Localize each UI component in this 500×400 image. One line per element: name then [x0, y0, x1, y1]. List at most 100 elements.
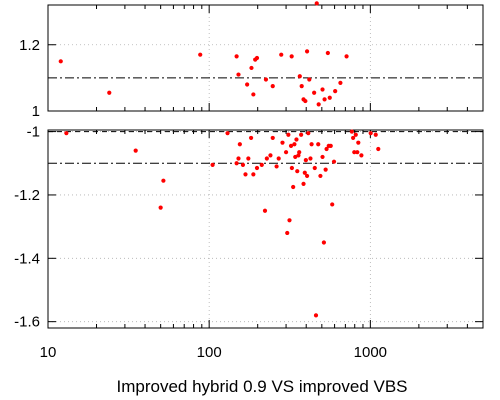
grid-layer — [47, 5, 483, 328]
data-point — [58, 59, 63, 64]
data-point — [251, 92, 256, 97]
data-point — [254, 165, 260, 171]
y-tick-label: -1.4 — [14, 250, 40, 267]
data-point — [289, 165, 294, 171]
data-point — [323, 167, 328, 172]
x-tick-label: 100 — [197, 344, 222, 361]
plot-frame — [47, 129, 484, 329]
data-point — [294, 137, 299, 142]
data-point — [304, 173, 310, 179]
data-point — [291, 184, 296, 190]
y-tick-label: -1.2 — [14, 187, 40, 204]
data-point — [270, 135, 275, 141]
data-point — [263, 77, 269, 82]
data-point — [303, 157, 308, 163]
data-point — [321, 240, 326, 245]
data-point — [292, 142, 297, 147]
y-tick-label: -1 — [27, 124, 40, 141]
y-tick-label: 1.2 — [19, 37, 40, 54]
data-point — [225, 131, 230, 136]
data-point — [312, 165, 317, 171]
data-point — [107, 90, 112, 95]
plot-frames — [47, 4, 484, 329]
data-point — [322, 97, 327, 102]
data-point — [325, 50, 330, 56]
data-point — [296, 153, 301, 158]
data-point — [299, 132, 304, 137]
data-point — [306, 131, 311, 136]
y-tick-label: -1.6 — [14, 314, 40, 331]
data-point — [344, 54, 349, 59]
data-point — [240, 162, 246, 167]
data-point — [246, 156, 251, 161]
data-point — [299, 84, 304, 89]
data-point — [331, 159, 337, 164]
data-point — [286, 132, 291, 137]
data-point — [158, 205, 163, 210]
data-point — [285, 230, 290, 236]
data-point — [302, 170, 307, 175]
data-point — [352, 150, 357, 155]
data-point — [304, 49, 310, 54]
data-point — [280, 140, 285, 145]
data-point — [293, 154, 298, 160]
data-point — [251, 172, 256, 177]
data-point — [349, 129, 354, 134]
data-point — [236, 72, 241, 77]
data-point — [353, 132, 358, 137]
data-point — [356, 140, 361, 145]
data-point — [351, 135, 356, 141]
data-point — [368, 131, 373, 136]
data-point — [268, 153, 273, 158]
data-point — [274, 164, 279, 169]
data-point — [333, 89, 338, 94]
data-point — [248, 135, 254, 141]
data-point — [301, 181, 306, 186]
data-point — [236, 156, 241, 161]
data-point — [312, 90, 317, 95]
data-point — [279, 52, 284, 57]
data-point — [309, 142, 314, 147]
data-point — [308, 156, 313, 161]
y-tick-label: 1 — [32, 103, 40, 120]
data-point — [133, 148, 138, 153]
tick-marks — [47, 5, 483, 328]
data-point — [314, 1, 319, 6]
data-point — [276, 156, 281, 161]
data-points — [58, 1, 381, 318]
data-point — [283, 150, 289, 155]
data-point — [245, 82, 250, 87]
data-point — [262, 208, 268, 213]
data-point — [287, 218, 292, 223]
data-point — [355, 150, 360, 155]
data-point — [264, 156, 269, 161]
data-point — [234, 54, 239, 59]
data-point — [316, 102, 321, 107]
data-point — [373, 132, 378, 137]
data-point — [330, 202, 335, 207]
data-point — [288, 143, 294, 148]
data-point — [324, 146, 329, 152]
data-point — [64, 131, 69, 136]
data-point — [316, 142, 321, 147]
data-point — [234, 161, 239, 166]
data-point — [376, 146, 381, 152]
data-point — [270, 84, 275, 89]
data-point — [297, 74, 302, 79]
data-point — [254, 55, 260, 61]
data-point — [320, 87, 325, 92]
data-point — [210, 162, 215, 167]
data-point — [249, 65, 254, 71]
x-axis-label: Improved hybrid 0.9 VS improved VBS — [116, 377, 407, 396]
data-point — [161, 178, 166, 183]
tick-labels: 1 1.2 -1 -1.2 -1.4 -1.610 100 1000 — [14, 37, 387, 361]
data-point — [338, 80, 343, 85]
data-point — [198, 52, 203, 57]
x-tick-label: 10 — [40, 344, 57, 361]
data-point — [320, 154, 325, 160]
reference-lines — [48, 77, 483, 164]
data-point — [295, 169, 300, 174]
plot-frame — [47, 4, 484, 112]
data-point — [327, 95, 332, 100]
